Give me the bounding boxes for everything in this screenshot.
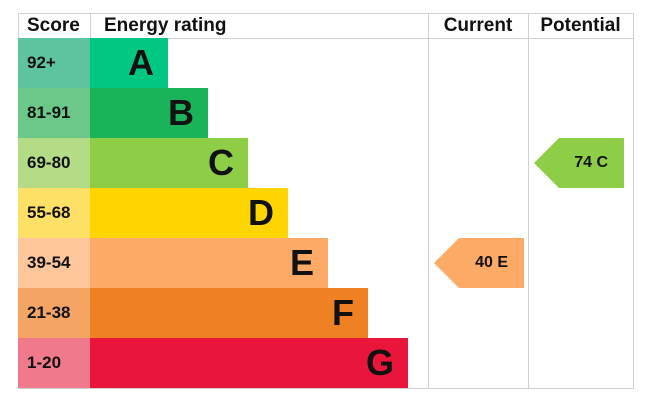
rating-bar-d: D [90, 188, 288, 238]
current-rating-arrow: 40 E [434, 238, 524, 288]
score-cell-b: 81-91 [18, 88, 90, 138]
border-top [18, 13, 634, 14]
header-current: Current [443, 15, 513, 36]
score-cell-f: 21-38 [18, 288, 90, 338]
score-cell-c: 69-80 [18, 138, 90, 188]
score-cell-e: 39-54 [18, 238, 90, 288]
divider-score [90, 13, 91, 38]
rating-bar-g: G [90, 338, 408, 388]
score-cell-g: 1-20 [18, 338, 90, 388]
rating-bar-b: B [90, 88, 208, 138]
divider-potential [528, 13, 529, 389]
border-right [633, 13, 634, 389]
rating-bar-f: F [90, 288, 368, 338]
header-energy-rating: Energy rating [104, 15, 227, 36]
header-score: Score [27, 15, 80, 36]
score-cell-d: 55-68 [18, 188, 90, 238]
rating-bar-a: A [90, 38, 168, 88]
border-bottom [18, 388, 634, 389]
border-header-bottom [18, 38, 634, 39]
header-potential: Potential [540, 15, 621, 36]
rating-bar-c: C [90, 138, 248, 188]
rating-bar-e: E [90, 238, 328, 288]
score-cell-a: 92+ [18, 38, 90, 88]
potential-rating-arrow: 74 C [534, 138, 624, 188]
divider-current [428, 13, 429, 389]
